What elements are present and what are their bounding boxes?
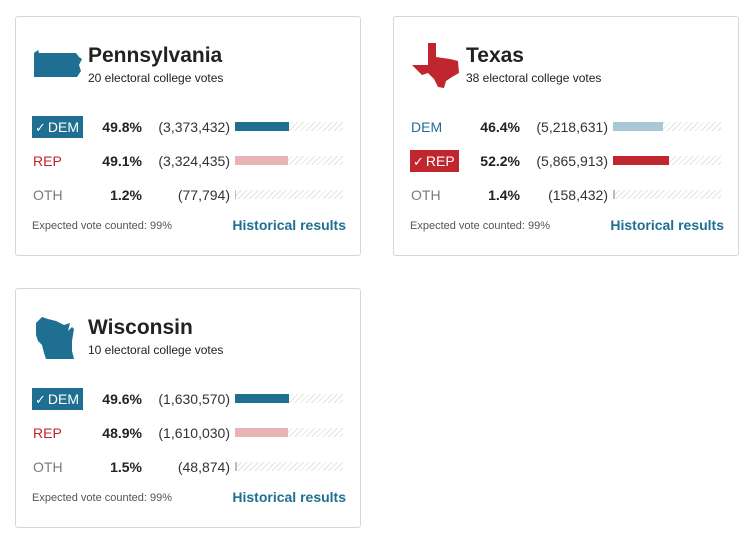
vote-percent: 52.2% <box>480 153 520 169</box>
result-row-dem: DEM 46.4% (5,218,631) <box>410 113 724 147</box>
wisconsin-shape-icon <box>36 317 74 359</box>
vote-share-fill <box>235 190 236 199</box>
vote-percent: 1.4% <box>488 187 520 203</box>
results-list: DEM 46.4% (5,218,631) ✓ REP 52.2% (5,865,… <box>410 113 724 215</box>
card-footer: Expected vote counted: 99% Historical re… <box>410 217 724 237</box>
party-label-rep: REP <box>33 425 62 441</box>
vote-count: (48,874) <box>177 459 230 475</box>
card-footer: Expected vote counted: 99% Historical re… <box>32 217 346 237</box>
result-row-oth: OTH 1.4% (158,432) <box>410 181 724 215</box>
card-header: Texas 38 electoral college votes <box>410 41 730 91</box>
state-name: Wisconsin <box>88 316 193 339</box>
checkmark-icon: ✓ <box>35 120 46 135</box>
vote-count: (1,610,030) <box>158 425 230 441</box>
result-row-rep: ✓ REP 52.2% (5,865,913) <box>410 147 724 181</box>
vote-share-fill <box>235 462 237 471</box>
vote-count: (3,373,432) <box>158 119 230 135</box>
vote-percent: 46.4% <box>480 119 520 135</box>
result-row-rep: REP 48.9% (1,610,030) <box>32 419 346 453</box>
vote-count: (5,218,631) <box>536 119 608 135</box>
electoral-votes: 10 electoral college votes <box>88 343 224 357</box>
state-name: Pennsylvania <box>88 44 223 67</box>
historical-results-link[interactable]: Historical results <box>610 217 724 233</box>
checkmark-icon: ✓ <box>35 392 46 407</box>
expected-vote-text: Expected vote counted: 99% <box>32 492 173 504</box>
vote-share-fill <box>235 156 288 165</box>
historical-results-link[interactable]: Historical results <box>232 489 346 505</box>
vote-share-fill <box>613 122 663 131</box>
expected-vote-text: Expected vote counted: 99% <box>410 220 551 232</box>
vote-share-bar <box>235 394 343 403</box>
vote-share-bar <box>613 122 721 131</box>
vote-count: (1,630,570) <box>158 391 230 407</box>
checkmark-icon: ✓ <box>413 154 424 169</box>
vote-share-bar <box>235 190 343 199</box>
vote-share-fill <box>235 122 289 131</box>
result-row-dem: ✓ DEM 49.6% (1,630,570) <box>32 385 346 419</box>
vote-share-fill <box>235 428 288 437</box>
party-label-dem: DEM <box>411 119 443 135</box>
vote-percent: 1.2% <box>110 187 142 203</box>
texas-shape-icon <box>412 43 459 88</box>
vote-percent: 1.5% <box>110 459 142 475</box>
vote-share-bar <box>235 122 343 131</box>
result-row-oth: OTH 1.2% (77,794) <box>32 181 346 215</box>
card-header: Pennsylvania 20 electoral college votes <box>32 41 352 91</box>
expected-vote-text: Expected vote counted: 99% <box>32 220 173 232</box>
vote-count: (77,794) <box>177 187 230 203</box>
result-row-oth: OTH 1.5% (48,874) <box>32 453 346 487</box>
pennsylvania-shape-icon <box>34 50 82 77</box>
card-header: Wisconsin 10 electoral college votes <box>32 313 352 363</box>
vote-share-fill <box>235 394 289 403</box>
party-label-oth: OTH <box>33 187 63 203</box>
vote-share-bar <box>235 428 343 437</box>
vote-percent: 49.8% <box>102 119 142 135</box>
party-label-rep: REP <box>33 153 62 169</box>
electoral-votes: 20 electoral college votes <box>88 71 224 85</box>
party-label-dem: ✓ DEM <box>32 388 84 410</box>
vote-percent: 49.6% <box>102 391 142 407</box>
party-label-oth: OTH <box>33 459 63 475</box>
state-name: Texas <box>466 44 524 67</box>
results-list: ✓ DEM 49.6% (1,630,570) REP 48.9% (1,610,… <box>32 385 346 487</box>
vote-share-bar <box>613 190 721 199</box>
vote-percent: 48.9% <box>102 425 142 441</box>
vote-share-fill <box>613 190 615 199</box>
card-footer: Expected vote counted: 99% Historical re… <box>32 489 346 509</box>
vote-count: (5,865,913) <box>536 153 608 169</box>
result-row-dem: ✓ DEM 49.8% (3,373,432) <box>32 113 346 147</box>
vote-share-bar <box>613 156 721 165</box>
historical-results-link[interactable]: Historical results <box>232 217 346 233</box>
state-result-card-texas: Texas 38 electoral college votes DEM 46.… <box>393 16 739 256</box>
state-result-card-wisconsin: Wisconsin 10 electoral college votes ✓ DE… <box>15 288 361 528</box>
electoral-votes: 38 electoral college votes <box>466 71 602 85</box>
vote-count: (158,432) <box>548 187 608 203</box>
party-label-rep: ✓ REP <box>410 150 459 172</box>
vote-count: (3,324,435) <box>158 153 230 169</box>
vote-share-bar <box>235 156 343 165</box>
vote-share-bar <box>235 462 343 471</box>
vote-percent: 49.1% <box>102 153 142 169</box>
result-row-rep: REP 49.1% (3,324,435) <box>32 147 346 181</box>
state-result-card-pennsylvania: Pennsylvania 20 electoral college votes … <box>15 16 361 256</box>
party-label-oth: OTH <box>411 187 441 203</box>
results-list: ✓ DEM 49.8% (3,373,432) REP 49.1% (3,324,… <box>32 113 346 215</box>
party-label-dem: ✓ DEM <box>32 116 84 138</box>
vote-share-fill <box>613 156 669 165</box>
